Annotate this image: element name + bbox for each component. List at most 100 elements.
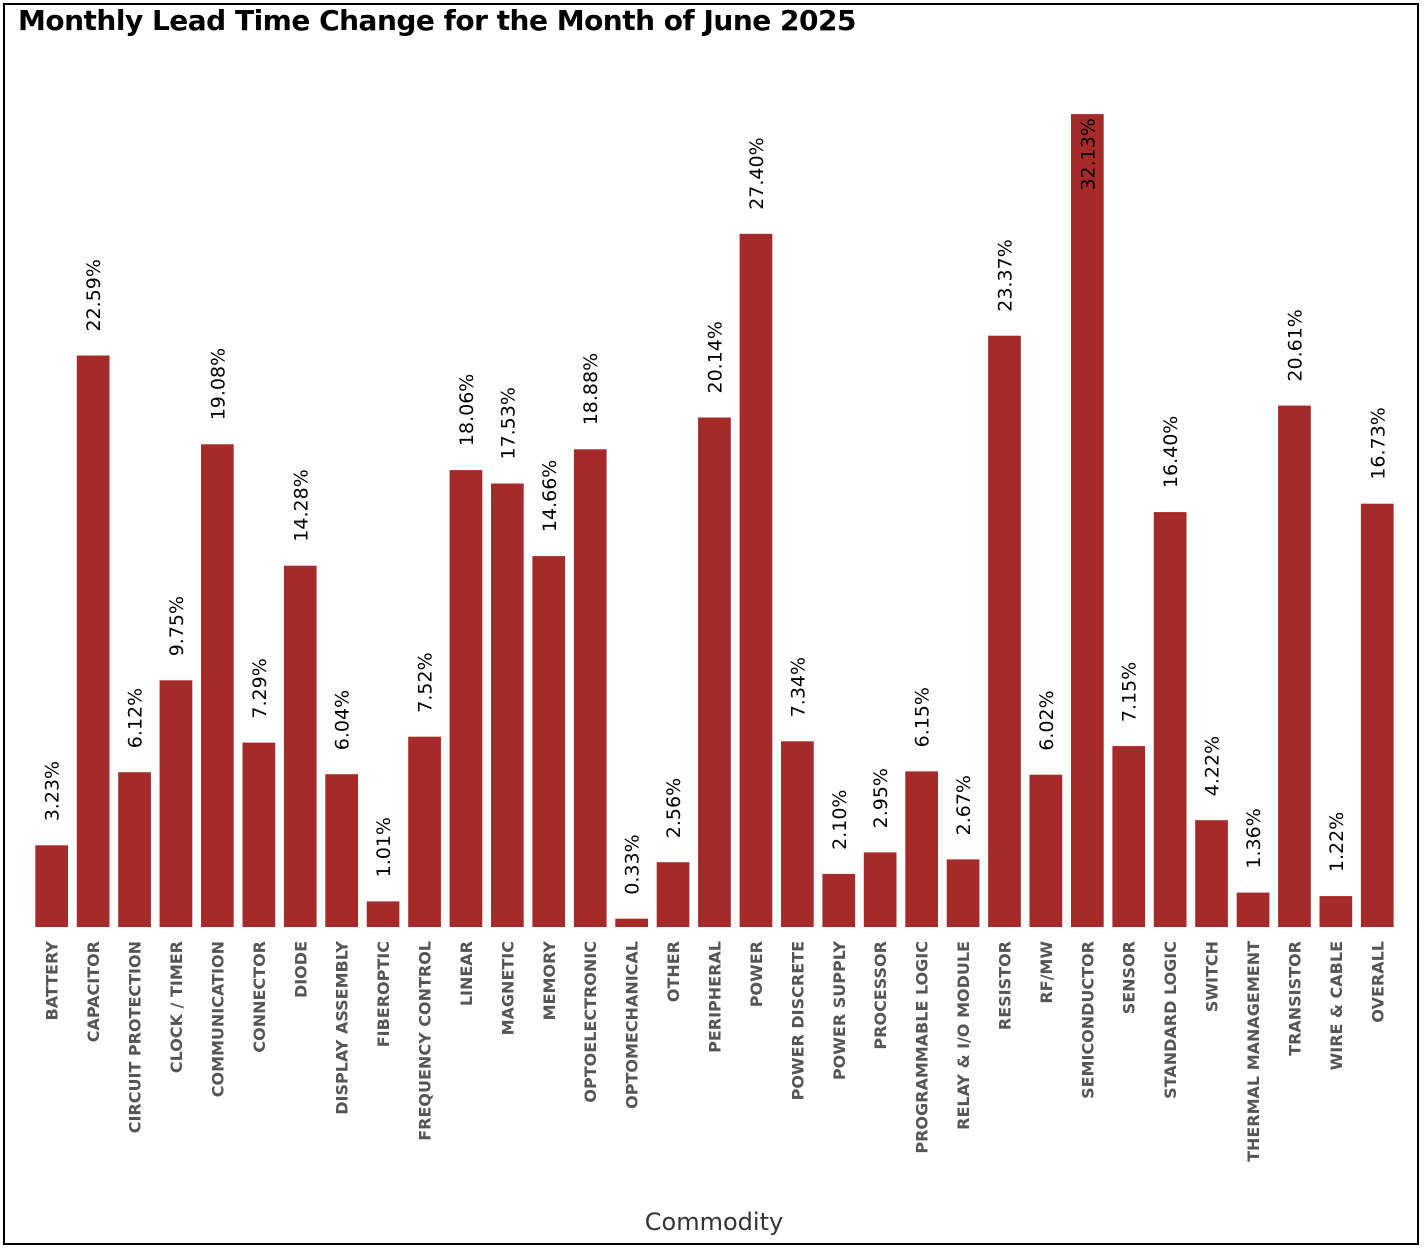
- category-label-switch: SWITCH: [1203, 941, 1222, 1012]
- bar-sensor[interactable]: [1112, 746, 1146, 927]
- bar-battery[interactable]: [35, 845, 68, 927]
- bar-other[interactable]: [656, 862, 690, 927]
- category-label-sensor: SENSOR: [1120, 941, 1139, 1014]
- data-label-sensor: 7.15%: [1119, 662, 1141, 722]
- bar-capacitor[interactable]: [76, 355, 110, 928]
- category-label-clock-timer: CLOCK / TIMER: [167, 941, 186, 1073]
- bar-power-discrete[interactable]: [781, 741, 814, 927]
- bar-processor[interactable]: [863, 852, 897, 927]
- data-label-relay-i-o-module: 2.67%: [953, 775, 975, 835]
- bar-power-supply[interactable]: [822, 873, 856, 927]
- bar-linear[interactable]: [449, 470, 483, 927]
- bar-optomechanical[interactable]: [615, 918, 648, 927]
- category-label-overall: OVERALL: [1368, 941, 1387, 1023]
- data-label-display-assembly: 6.04%: [332, 690, 354, 750]
- data-label-capacitor: 22.59%: [83, 259, 105, 331]
- data-labels-group: 3.23% 22.59% 6.12% 9.75% 19.08% 7.29% 14.28% 6.…: [42, 118, 1390, 895]
- bar-connector[interactable]: [242, 742, 276, 927]
- bar-circuit-protection[interactable]: [118, 772, 151, 927]
- category-label-connector: CONNECTOR: [250, 941, 269, 1053]
- category-label-optomechanical: OPTOMECHANICAL: [623, 941, 642, 1109]
- data-label-peripheral: 20.14%: [705, 321, 727, 393]
- category-label-battery: BATTERY: [43, 941, 62, 1021]
- data-label-optomechanical: 0.33%: [622, 834, 644, 894]
- category-label-peripheral: PERIPHERAL: [706, 941, 725, 1053]
- bar-optoelectronic[interactable]: [573, 449, 607, 927]
- data-label-semiconductor: 32.13%: [1077, 118, 1099, 190]
- category-label-fiberoptic: FIBEROPTIC: [374, 941, 393, 1047]
- bar-overall[interactable]: [1360, 503, 1394, 927]
- category-label-communication: COMMUNICATION: [208, 941, 227, 1097]
- bar-peripheral[interactable]: [698, 417, 731, 928]
- data-label-programmable-logic: 6.15%: [912, 687, 934, 747]
- x-axis-title: Commodity: [645, 1208, 783, 1236]
- bar-programmable-logic[interactable]: [905, 771, 938, 927]
- category-label-relay-i-o-module: RELAY & I/O MODULE: [954, 941, 973, 1130]
- bar-wire-cable[interactable]: [1319, 896, 1353, 927]
- category-label-thermal-management: THERMAL MANAGEMENT: [1244, 941, 1263, 1162]
- bars-group: [35, 114, 1394, 928]
- bar-semiconductor[interactable]: [1071, 114, 1104, 928]
- category-label-frequency-control: FREQUENCY CONTROL: [416, 941, 435, 1141]
- category-label-rf-mw: RF/MW: [1037, 941, 1056, 1004]
- data-label-transistor: 20.61%: [1284, 309, 1306, 381]
- bar-fiberoptic[interactable]: [366, 901, 400, 927]
- category-label-memory: MEMORY: [540, 941, 559, 1021]
- category-label-standard-logic: STANDARD LOGIC: [1161, 941, 1180, 1099]
- category-label-resistor: RESISTOR: [996, 941, 1015, 1030]
- bar-standard-logic[interactable]: [1153, 512, 1187, 927]
- data-label-connector: 7.29%: [249, 658, 271, 718]
- data-label-communication: 19.08%: [207, 348, 229, 420]
- data-label-overall: 16.73%: [1367, 407, 1389, 479]
- data-label-resistor: 23.37%: [995, 239, 1017, 311]
- category-label-semiconductor: SEMICONDUCTOR: [1078, 941, 1097, 1099]
- chart-title: Monthly Lead Time Change for the Month o…: [18, 4, 856, 37]
- data-label-thermal-management: 1.36%: [1243, 808, 1265, 868]
- category-label-linear: LINEAR: [457, 941, 476, 1006]
- category-label-capacitor: CAPACITOR: [84, 941, 103, 1042]
- category-label-circuit-protection: CIRCUIT PROTECTION: [126, 941, 145, 1133]
- category-label-diode: DIODE: [291, 941, 310, 998]
- category-label-power-supply: POWER SUPPLY: [830, 941, 849, 1080]
- data-label-optoelectronic: 18.88%: [580, 353, 602, 425]
- bar-clock-timer[interactable]: [159, 680, 193, 927]
- bar-relay-i-o-module[interactable]: [946, 859, 980, 927]
- bar-magnetic[interactable]: [491, 483, 524, 928]
- data-label-other: 2.56%: [663, 778, 685, 838]
- category-labels-group: BATTERY CAPACITOR CIRCUIT PROTECTION CLOCK …: [43, 941, 1388, 1162]
- data-label-rf-mw: 6.02%: [1036, 690, 1058, 750]
- data-label-circuit-protection: 6.12%: [125, 688, 147, 748]
- data-label-frequency-control: 7.52%: [415, 652, 437, 712]
- bar-communication[interactable]: [201, 444, 234, 927]
- bar-memory[interactable]: [532, 556, 566, 927]
- bar-transistor[interactable]: [1278, 405, 1311, 928]
- data-label-power: 27.40%: [746, 137, 768, 209]
- bar-frequency-control[interactable]: [408, 736, 441, 927]
- bar-power[interactable]: [739, 233, 773, 928]
- bar-rf-mw[interactable]: [1029, 774, 1063, 927]
- data-label-processor: 2.95%: [870, 768, 892, 828]
- bar-thermal-management[interactable]: [1236, 892, 1270, 927]
- category-label-display-assembly: DISPLAY ASSEMBLY: [333, 941, 352, 1115]
- category-label-magnetic: MAGNETIC: [498, 941, 517, 1035]
- bar-diode[interactable]: [283, 565, 317, 927]
- bar-display-assembly[interactable]: [325, 774, 358, 927]
- data-label-magnetic: 17.53%: [497, 387, 519, 459]
- data-label-memory: 14.66%: [539, 460, 561, 532]
- category-label-optoelectronic: OPTOELECTRONIC: [581, 941, 600, 1103]
- data-label-fiberoptic: 1.01%: [373, 817, 395, 877]
- bar-switch[interactable]: [1195, 820, 1228, 927]
- data-label-power-supply: 2.10%: [829, 790, 851, 850]
- category-label-transistor: TRANSISTOR: [1285, 941, 1304, 1056]
- data-label-standard-logic: 16.40%: [1160, 416, 1182, 488]
- category-label-programmable-logic: PROGRAMMABLE LOGIC: [913, 941, 932, 1154]
- data-label-clock-timer: 9.75%: [166, 596, 188, 656]
- data-label-diode: 14.28%: [290, 469, 312, 541]
- bar-resistor[interactable]: [988, 335, 1021, 927]
- category-label-other: OTHER: [664, 941, 683, 1002]
- category-label-power: POWER: [747, 941, 766, 1007]
- data-label-linear: 18.06%: [456, 374, 478, 446]
- data-label-wire-cable: 1.22%: [1326, 812, 1348, 872]
- data-label-power-discrete: 7.34%: [787, 657, 809, 717]
